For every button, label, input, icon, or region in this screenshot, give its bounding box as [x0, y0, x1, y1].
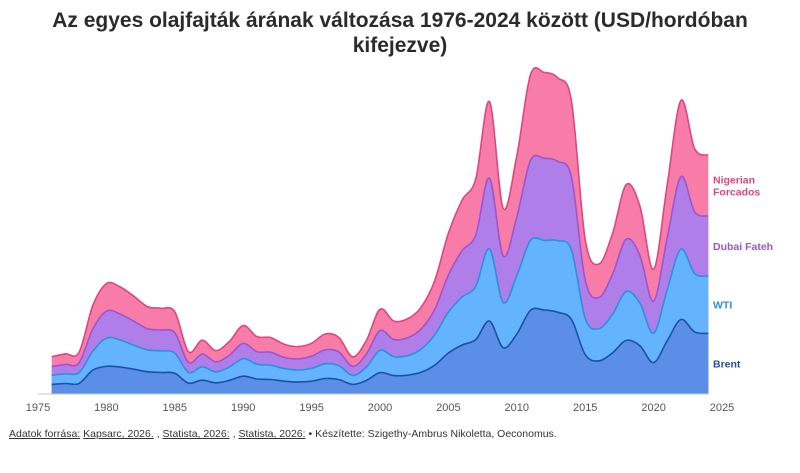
legend-label-nigerian-forcados: Nigerian Forcados — [713, 175, 760, 199]
x-tick-label: 1995 — [299, 402, 323, 414]
legend-label-dubai-fateh: Dubai Fateh — [713, 241, 773, 253]
chart-title-line2: kifejezve) — [352, 34, 448, 57]
x-tick-label: 2000 — [368, 402, 392, 414]
legend-label-wti: WTI — [713, 300, 732, 312]
x-tick-label: 1985 — [163, 402, 187, 414]
line-nigerian-forcados — [51, 66, 709, 358]
chart-title: Az egyes olajfajták árának változása 197… — [0, 8, 800, 58]
area-brent — [51, 308, 709, 394]
x-tick-label: 2020 — [641, 402, 665, 414]
x-tick-label: 1975 — [26, 402, 50, 414]
source-link-statista-2[interactable]: Statista, 2026: — [238, 428, 306, 440]
x-tick-label: 2025 — [710, 402, 734, 414]
source-footer: Adatok forrása: Kapsarc, 2026. , Statist… — [9, 428, 557, 440]
series-lines — [51, 66, 709, 386]
line-brent — [51, 307, 709, 386]
line-dubai-fateh — [51, 154, 709, 368]
line-wti — [51, 236, 709, 377]
x-tick-label: 2010 — [505, 402, 529, 414]
series-labels: Nigerian Forcados Dubai Fateh WTI Brent — [713, 175, 773, 371]
x-axis-ticks: 1975 1980 1985 1990 1995 2000 2005 2010 2015 2020… — [26, 402, 734, 414]
area-layers — [51, 67, 709, 395]
source-link-kapsarc[interactable]: Kapsarc, 2026. — [83, 428, 154, 440]
author-credit: • Készítette: Szigethy-Ambrus Nikoletta,… — [308, 428, 557, 440]
chart-title-line1: Az egyes olajfajták árának változása 197… — [52, 9, 748, 32]
x-tick-label: 1980 — [94, 402, 118, 414]
source-link-statista-1[interactable]: Statista, 2026: — [162, 428, 230, 440]
x-tick-label: 2005 — [436, 402, 460, 414]
x-tick-label: 2015 — [573, 402, 597, 414]
legend-label-brent: Brent — [713, 359, 741, 371]
source-label-link[interactable]: Adatok forrása: — [9, 428, 81, 440]
x-tick-label: 1990 — [231, 402, 255, 414]
